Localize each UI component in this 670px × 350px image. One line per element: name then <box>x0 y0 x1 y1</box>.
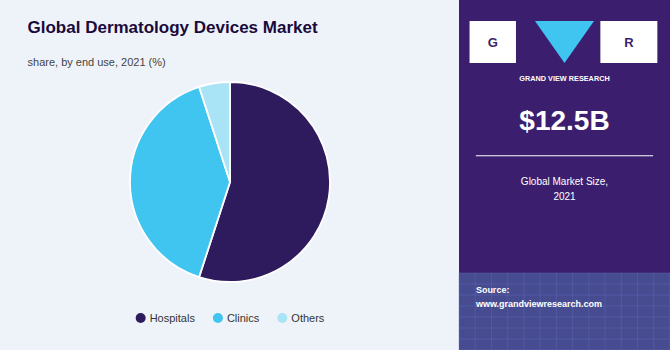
chart-root: Source: www.grandviewresearch.com $12.5B Gl… <box>0 0 670 350</box>
left-panel <box>0 0 459 350</box>
legend-label: Hospitals <box>150 312 196 324</box>
text-line: www.grandviewresearch.com <box>475 299 602 309</box>
legend-item: Others <box>277 312 325 324</box>
grid-area <box>459 273 670 350</box>
grid-line <box>459 339 670 340</box>
legend: Hospitals Clinics Others <box>136 312 325 324</box>
title: Global Dermatology Devices Market <box>28 18 318 37</box>
decor-grid <box>459 273 670 350</box>
grid-line <box>605 273 606 350</box>
source-text: Source: www.grandviewresearch.com <box>475 285 602 309</box>
grid-line <box>653 273 654 350</box>
logo-triangle <box>535 21 594 63</box>
pie <box>130 82 330 282</box>
grid-line <box>459 328 670 329</box>
subtitle: share, by end use, 2021 (%) <box>28 56 166 68</box>
logo-block <box>600 21 657 63</box>
grid-line <box>523 273 524 350</box>
grid-line <box>459 317 670 318</box>
logo: GR <box>470 21 658 63</box>
market-size: $12.5B <box>519 105 609 136</box>
legend-swatch <box>136 313 146 323</box>
grid-line <box>572 273 573 350</box>
legend-item: Hospitals <box>136 312 196 324</box>
right-panel <box>459 0 670 350</box>
grid-line <box>459 273 460 350</box>
legend-label: Clinics <box>227 312 260 324</box>
grid-line <box>621 273 622 350</box>
grid-line <box>540 273 541 350</box>
legend-label: Others <box>291 312 325 324</box>
pie-slice <box>199 82 230 182</box>
grid-line <box>459 295 670 296</box>
legend-swatch <box>277 313 287 323</box>
text-line: 2021 <box>553 191 576 202</box>
logo-block <box>470 21 516 63</box>
legend-swatch <box>213 313 223 323</box>
logo-letter: R <box>624 35 634 50</box>
divider-line <box>476 155 653 156</box>
grid-line <box>588 273 589 350</box>
logo-letter: G <box>488 35 498 50</box>
grid-line <box>637 273 638 350</box>
brand-name: GRAND VIEW RESEARCH <box>519 74 609 83</box>
market-label: Global Market Size, 2021 <box>521 176 608 202</box>
text-line: Source: <box>476 285 510 295</box>
grid-line <box>459 273 670 274</box>
grid-line <box>556 273 557 350</box>
legend-item: Clinics <box>213 312 260 324</box>
text-line: Global Market Size, <box>521 176 608 187</box>
